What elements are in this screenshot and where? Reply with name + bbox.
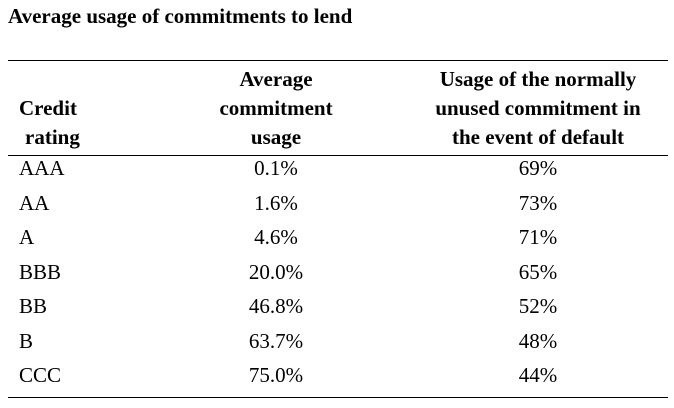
cell-default-usage: 69% <box>518 156 558 180</box>
header-average-usage-line: commitment <box>219 96 333 120</box>
table-row: BBB 20.0% 65% <box>0 256 674 291</box>
header-default-usage-line: unused commitment in <box>435 96 641 120</box>
cell-average-usage: 75.0% <box>248 363 304 387</box>
cell-default-usage: 71% <box>518 225 558 249</box>
cell-rating: BBB <box>19 259 62 284</box>
cell-rating: CCC <box>19 363 62 387</box>
cell-default-usage: 52% <box>518 294 558 318</box>
table-title: Average usage of commitments to lend <box>8 4 353 28</box>
cell-rating: B <box>19 328 34 353</box>
header-average-commitment-usage: Average commitment usage <box>186 62 366 152</box>
cell-rating: AA <box>19 190 50 215</box>
cell-average-usage: 1.6% <box>254 190 298 215</box>
header-credit-rating: Credit rating <box>19 62 139 152</box>
header-average-usage-line: usage <box>250 125 302 149</box>
cell-average-usage: 46.8% <box>248 294 304 318</box>
table-row: CCC 75.0% 44% <box>0 359 674 394</box>
table-header-rule <box>8 155 668 156</box>
cell-average-usage: 4.6% <box>254 225 298 249</box>
cell-average-usage: 20.0% <box>248 259 304 284</box>
cell-rating: BB <box>19 294 48 318</box>
cell-average-usage: 63.7% <box>248 328 304 353</box>
cell-default-usage: 44% <box>518 363 558 387</box>
table-body: AAA 0.1% 69% AA 1.6% 73% A 4.6% 71% BBB … <box>0 152 674 394</box>
cell-default-usage: 73% <box>518 190 558 215</box>
header-default-usage-line: the event of default <box>451 125 625 149</box>
cell-default-usage: 48% <box>518 328 558 353</box>
header-default-usage: Usage of the normally unused commitment … <box>400 62 674 152</box>
header-default-usage-line: Usage of the normally <box>439 67 637 91</box>
cell-rating: AAA <box>19 156 65 180</box>
table-row: BB 46.8% 52% <box>0 290 674 325</box>
header-credit-rating-line: Credit <box>19 96 77 120</box>
table-bottom-rule <box>8 397 668 398</box>
header-average-usage-line: Average <box>239 67 313 91</box>
cell-rating: A <box>19 225 35 249</box>
header-credit-rating-line: rating <box>25 125 80 149</box>
cell-average-usage: 0.1% <box>254 156 298 180</box>
table-row: B 63.7% 48% <box>0 325 674 360</box>
table-row: AAA 0.1% 69% <box>0 152 674 187</box>
cell-default-usage: 65% <box>518 259 558 284</box>
table-row: A 4.6% 71% <box>0 221 674 256</box>
table-top-rule <box>8 60 668 61</box>
table-row: AA 1.6% 73% <box>0 187 674 222</box>
